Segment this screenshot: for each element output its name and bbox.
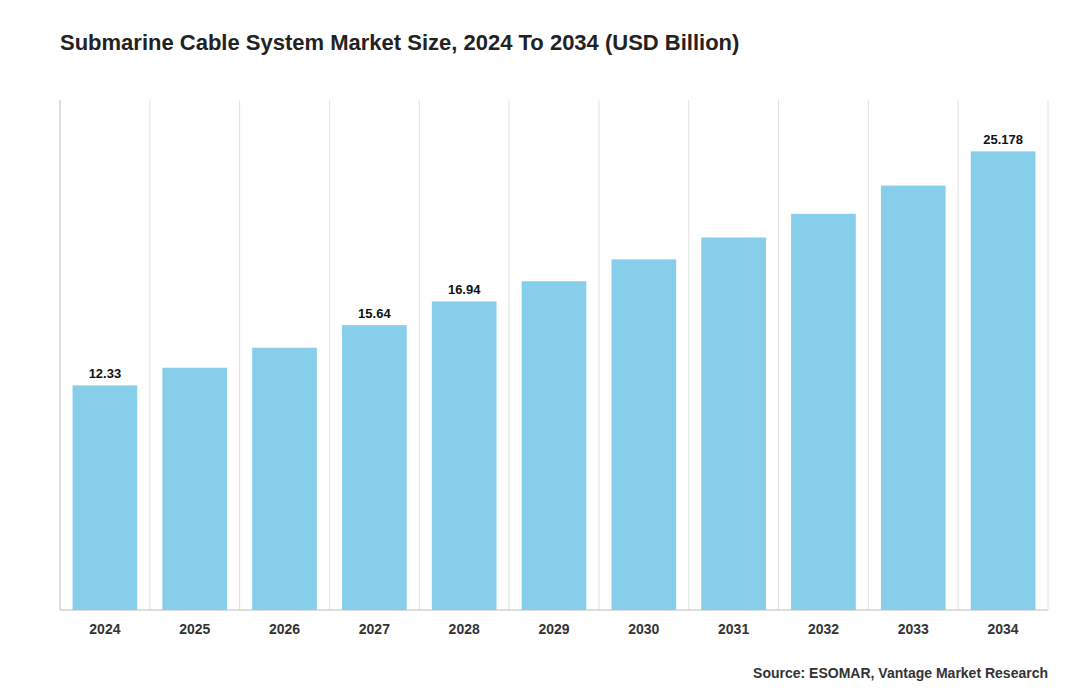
- bar: [342, 325, 407, 610]
- bar: [252, 348, 317, 610]
- grid-line: [778, 100, 779, 610]
- x-tick-label: 2024: [89, 621, 120, 637]
- x-tick-label: 2032: [808, 621, 839, 637]
- chart-svg: Submarine Cable System Market Size, 2024…: [0, 0, 1080, 700]
- bar: [432, 301, 497, 610]
- source-text: Source: ESOMAR, Vantage Market Research: [753, 665, 1048, 681]
- grid-line: [329, 100, 330, 610]
- bars: [73, 151, 1036, 610]
- grid-line: [688, 100, 689, 610]
- data-label: 15.64: [358, 306, 391, 321]
- bar: [701, 238, 766, 610]
- grid-line: [1048, 100, 1049, 610]
- bar: [881, 186, 946, 610]
- y-axis-line: [60, 100, 61, 610]
- data-label: 25.178: [983, 132, 1023, 147]
- x-tick-label: 2034: [988, 621, 1019, 637]
- grid-line: [60, 100, 61, 610]
- x-tick-label: 2029: [538, 621, 569, 637]
- x-tick-label: 2028: [449, 621, 480, 637]
- grid-line: [149, 100, 150, 610]
- x-tick-label: 2030: [628, 621, 659, 637]
- x-tick-label: 2026: [269, 621, 300, 637]
- data-label: 12.33: [89, 366, 122, 381]
- grid-line: [868, 100, 869, 610]
- grid-line: [958, 100, 959, 610]
- x-tick-label: 2027: [359, 621, 390, 637]
- x-tick-label: 2025: [179, 621, 210, 637]
- bar: [791, 214, 856, 610]
- grid-line: [419, 100, 420, 610]
- chart-container: Submarine Cable System Market Size, 2024…: [0, 0, 1080, 700]
- bar: [522, 281, 587, 610]
- grid-line: [509, 100, 510, 610]
- x-tick-label: 2031: [718, 621, 749, 637]
- chart-title: Submarine Cable System Market Size, 2024…: [60, 30, 739, 55]
- data-label: 16.94: [448, 282, 481, 297]
- bar: [73, 385, 138, 610]
- grid-line: [598, 100, 599, 610]
- bar: [971, 151, 1036, 610]
- bar: [162, 368, 227, 610]
- grid-line: [239, 100, 240, 610]
- x-tick-label: 2033: [898, 621, 929, 637]
- bar: [611, 259, 676, 610]
